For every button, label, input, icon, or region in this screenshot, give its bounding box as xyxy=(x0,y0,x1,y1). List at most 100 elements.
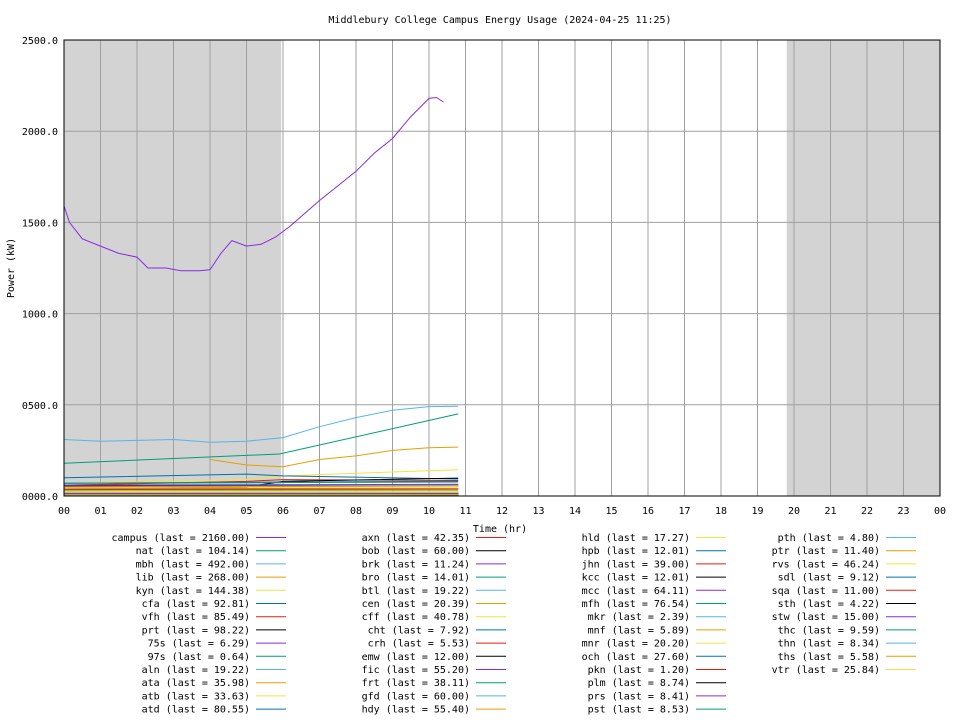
legend-label-pkn: pkn (last = 1.20) xyxy=(588,665,690,676)
legend-label-sth: sth (last = 4.22) xyxy=(778,599,880,610)
legend-label-mnf: mnf (last = 5.89) xyxy=(588,625,690,636)
series-line-nat xyxy=(63,413,459,464)
x-tick-label: 10 xyxy=(423,506,435,517)
legend-label-hpb: hpb (last = 12.01) xyxy=(582,546,690,557)
legend-label-mnr: mnr (last = 20.20) xyxy=(582,639,690,650)
series-line-campus xyxy=(63,96,444,272)
x-tick-label: 22 xyxy=(861,506,873,517)
y-tick-label: 1500.0 xyxy=(22,218,58,229)
legend-label-lib: lib (last = 268.00) xyxy=(136,573,250,584)
legend-label-mfh: mfh (last = 76.54) xyxy=(582,599,690,610)
plot-area: 00 01 02 03 04 05 06 07 08 09 10 11 12 13 14 15 16 17 18 19… xyxy=(22,36,946,517)
x-tick-label: 09 xyxy=(386,506,398,517)
legend-label-gfd: gfd (last = 60.00) xyxy=(362,691,470,702)
x-tick-label: 23 xyxy=(897,506,909,517)
legend-label-bob: bob (last = 60.00) xyxy=(362,546,470,557)
legend-label-hdy: hdy (last = 55.40) xyxy=(362,705,470,716)
y-tick-label: 0500.0 xyxy=(22,401,58,412)
x-tick-label: 08 xyxy=(350,506,362,517)
legend-label-pst: pst (last = 8.53) xyxy=(588,705,690,716)
x-tick-label: 06 xyxy=(277,506,289,517)
series-line-mbh xyxy=(63,405,459,443)
y-tick-label: 2500.0 xyxy=(22,36,58,47)
legend: campus (last = 2160.00) nat (last = 104.1… xyxy=(112,533,916,716)
x-tick-label: 13 xyxy=(532,506,544,517)
y-axis-label: Power (kW) xyxy=(6,238,17,298)
legend-label-kcc: kcc (last = 12.01) xyxy=(582,573,690,584)
shaded-period xyxy=(64,40,282,496)
legend-label-97s: 97s (last = 0.64) xyxy=(148,652,250,663)
legend-label-thc: thc (last = 9.59) xyxy=(778,625,880,636)
legend-label-aln: aln (last = 19.22) xyxy=(142,665,250,676)
legend-label-nat: nat (last = 104.14) xyxy=(136,546,250,557)
x-tick-label: 20 xyxy=(788,506,800,517)
y-tick-label: 2000.0 xyxy=(22,127,58,138)
x-tick-label: 18 xyxy=(715,506,727,517)
legend-label-axn: axn (last = 42.35) xyxy=(362,533,470,544)
series-line-cfa xyxy=(63,473,459,480)
legend-label-emw: emw (last = 12.00) xyxy=(362,652,470,663)
y-tick-label: 1000.0 xyxy=(22,310,58,321)
x-tick-label: 05 xyxy=(240,506,252,517)
x-tick-label: 11 xyxy=(459,506,471,517)
legend-label-atd: atd (last = 80.55) xyxy=(142,705,250,716)
series-line-kyn xyxy=(63,469,459,484)
x-tick-label: 00 xyxy=(934,506,946,517)
x-tick-label: 04 xyxy=(204,506,216,517)
shaded-period xyxy=(786,40,940,496)
x-tick-label: 01 xyxy=(94,506,106,517)
legend-label-pth: pth (last = 4.80) xyxy=(778,533,880,544)
legend-label-ata: ata (last = 35.98) xyxy=(142,678,250,689)
legend-label-jhn: jhn (last = 39.00) xyxy=(582,559,690,570)
x-tick-label: 19 xyxy=(751,506,763,517)
legend-label-sqa: sqa (last = 11.00) xyxy=(772,586,880,597)
legend-label-cen: cen (last = 20.39) xyxy=(362,599,470,610)
x-tick-label: 00 xyxy=(58,506,70,517)
x-axis-label: Time (hr) xyxy=(473,524,527,535)
legend-label-ths: ths (last = 5.58) xyxy=(778,652,880,663)
legend-label-plm: plm (last = 8.74) xyxy=(588,678,690,689)
series-line-hdy xyxy=(63,485,459,488)
x-tick-label: 15 xyxy=(605,506,617,517)
legend-label-fic: fic (last = 55.20) xyxy=(362,665,470,676)
legend-label-mkr: mkr (last = 2.39) xyxy=(588,612,690,623)
x-tick-label: 12 xyxy=(496,506,508,517)
series-line-lib xyxy=(209,446,459,468)
legend-label-sdl: sdl (last = 9.12) xyxy=(778,573,880,584)
legend-label-atb: atb (last = 33.63) xyxy=(142,691,250,702)
legend-label-bro: bro (last = 14.01) xyxy=(362,573,470,584)
legend-label-frt: frt (last = 38.11) xyxy=(362,678,470,689)
legend-label-cfa: cfa (last = 92.81) xyxy=(142,599,250,610)
legend-label-stw: stw (last = 15.00) xyxy=(772,612,880,623)
legend-label-mcc: mcc (last = 64.11) xyxy=(582,586,690,597)
chart-title: Middlebury College Campus Energy Usage (… xyxy=(328,15,671,26)
series-line-mfh xyxy=(63,481,459,484)
x-tick-label: 02 xyxy=(131,506,143,517)
legend-label-cht: cht (last = 7.92) xyxy=(368,625,470,636)
x-tick-label: 14 xyxy=(569,506,581,517)
series-line-mcc xyxy=(63,483,459,486)
legend-label-mbh: mbh (last = 492.00) xyxy=(136,559,250,570)
legend-label-hld: hld (last = 17.27) xyxy=(582,533,690,544)
legend-label-crh: crh (last = 5.53) xyxy=(368,639,470,650)
legend-label-och: och (last = 27.60) xyxy=(582,652,690,663)
x-tick-label: 17 xyxy=(678,506,690,517)
x-tick-label: 03 xyxy=(167,506,179,517)
legend-label-vtr: vtr (last = 25.84) xyxy=(772,665,880,676)
legend-label-75s: 75s (last = 6.29) xyxy=(148,639,250,650)
x-tick-label: 21 xyxy=(824,506,836,517)
legend-label-campus: campus (last = 2160.00) xyxy=(112,533,250,544)
legend-label-prt: prt (last = 98.22) xyxy=(142,625,250,636)
legend-label-prs: prs (last = 8.41) xyxy=(588,691,690,702)
legend-label-ptr: ptr (last = 11.40) xyxy=(772,546,880,557)
plot-frame xyxy=(63,39,941,497)
legend-label-kyn: kyn (last = 144.38) xyxy=(136,586,250,597)
x-tick-label: 07 xyxy=(313,506,325,517)
legend-label-cff: cff (last = 40.78) xyxy=(362,612,470,623)
legend-label-thn: thn (last = 8.34) xyxy=(778,639,880,650)
y-tick-label: 0000.0 xyxy=(22,492,58,503)
legend-label-vfh: vfh (last = 85.49) xyxy=(142,612,250,623)
x-tick-label: 16 xyxy=(642,506,654,517)
legend-label-brk: brk (last = 11.24) xyxy=(362,559,470,570)
